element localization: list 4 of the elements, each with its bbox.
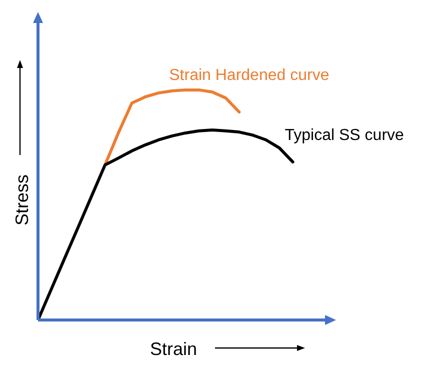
series-label: Typical SS curve — [284, 126, 404, 144]
y-axis-title: Stress — [12, 174, 32, 226]
series-label: Strain Hardened curve — [169, 67, 330, 84]
x-axis-title: Strain — [150, 339, 198, 359]
